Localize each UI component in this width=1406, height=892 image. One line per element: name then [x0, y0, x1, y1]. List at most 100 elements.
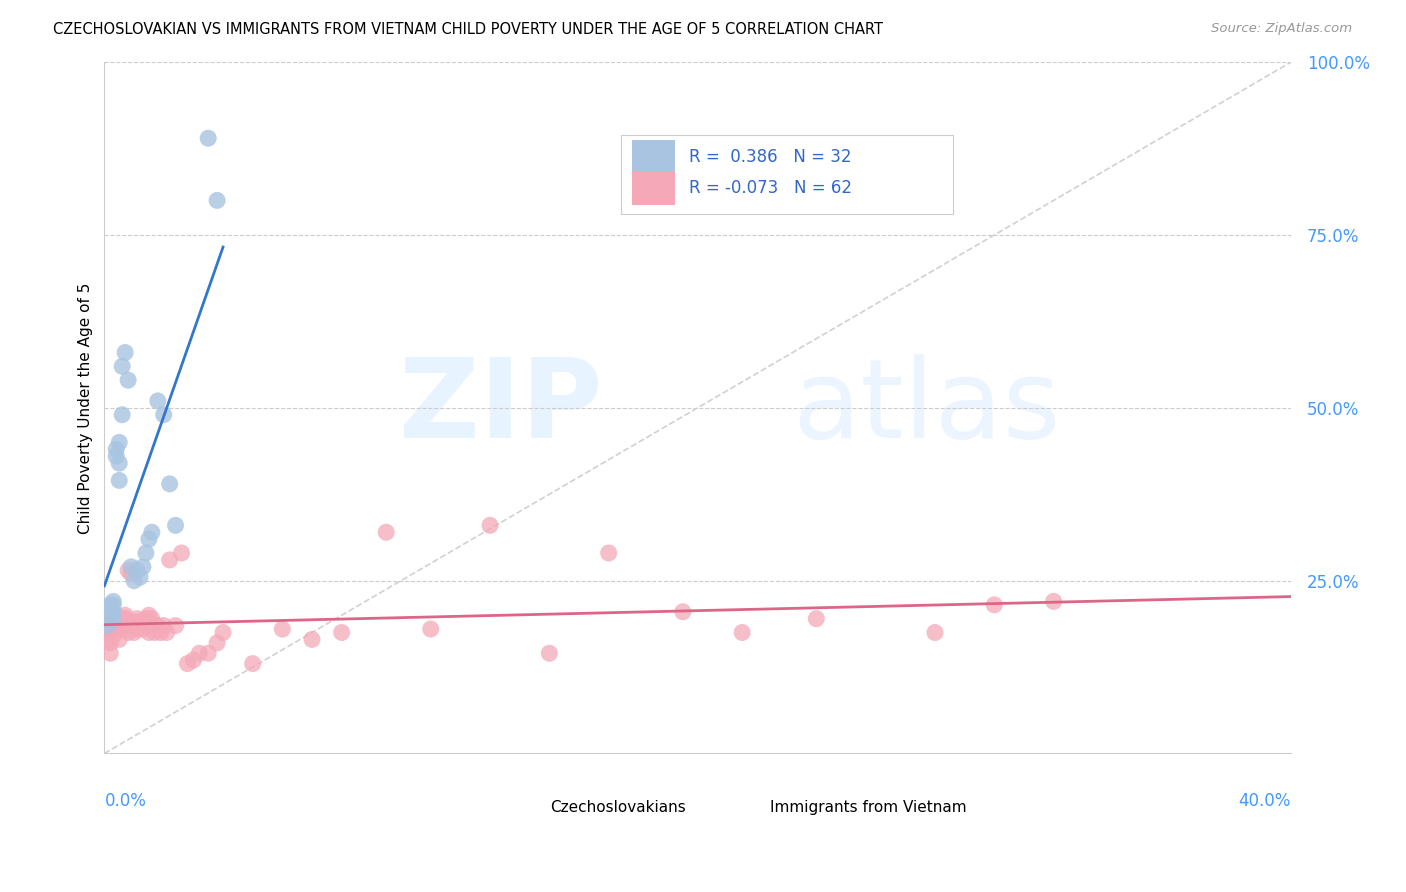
Text: CZECHOSLOVAKIAN VS IMMIGRANTS FROM VIETNAM CHILD POVERTY UNDER THE AGE OF 5 CORR: CZECHOSLOVAKIAN VS IMMIGRANTS FROM VIETN…: [53, 22, 883, 37]
Point: [98, 615, 121, 629]
Point: [117, 373, 139, 387]
Point: [598, 546, 620, 560]
Point: [117, 563, 139, 577]
Point: [129, 570, 152, 584]
Y-axis label: Child Poverty Under the Age of 5: Child Poverty Under the Age of 5: [79, 282, 93, 533]
Point: [138, 625, 160, 640]
Point: [672, 605, 695, 619]
Point: [114, 345, 136, 359]
Text: atlas: atlas: [793, 354, 1062, 461]
Point: [141, 618, 163, 632]
Point: [105, 608, 128, 623]
Point: [117, 625, 139, 640]
Point: [120, 618, 142, 632]
Point: [98, 598, 121, 612]
Text: 40.0%: 40.0%: [1239, 791, 1291, 810]
Text: 0.0%: 0.0%: [104, 791, 146, 810]
Point: [242, 657, 264, 671]
Point: [143, 625, 166, 640]
Point: [125, 612, 148, 626]
Text: Immigrants from Vietnam: Immigrants from Vietnam: [770, 800, 967, 815]
Point: [120, 566, 142, 581]
Point: [103, 612, 125, 626]
Point: [141, 612, 163, 626]
Point: [165, 618, 187, 632]
Point: [146, 393, 169, 408]
Point: [149, 625, 172, 640]
Point: [301, 632, 323, 647]
Point: [183, 653, 205, 667]
Text: R = -0.073   N = 62: R = -0.073 N = 62: [689, 179, 852, 197]
Point: [197, 646, 219, 660]
Point: [170, 546, 193, 560]
Point: [135, 546, 157, 560]
Point: [103, 629, 125, 643]
Point: [105, 449, 128, 463]
Point: [111, 408, 134, 422]
Point: [108, 435, 131, 450]
Point: [129, 618, 152, 632]
Point: [176, 657, 198, 671]
Point: [271, 622, 294, 636]
Point: [197, 131, 219, 145]
Point: [983, 598, 1005, 612]
Point: [212, 625, 235, 640]
Point: [806, 612, 828, 626]
Point: [135, 612, 157, 626]
Point: [103, 615, 125, 629]
Point: [125, 622, 148, 636]
Point: [114, 608, 136, 623]
Point: [330, 625, 353, 640]
Point: [152, 408, 174, 422]
Point: [98, 636, 121, 650]
Point: [96, 612, 118, 626]
Point: [103, 594, 125, 608]
Point: [924, 625, 946, 640]
Point: [205, 194, 228, 208]
Point: [538, 646, 561, 660]
Text: Czechoslovakians: Czechoslovakians: [551, 800, 686, 815]
Point: [479, 518, 502, 533]
Point: [105, 442, 128, 457]
Point: [108, 612, 131, 626]
Point: [122, 574, 145, 588]
Point: [138, 608, 160, 623]
Point: [141, 525, 163, 540]
Point: [105, 615, 128, 629]
FancyBboxPatch shape: [633, 171, 675, 205]
Point: [96, 618, 118, 632]
Text: ZIP: ZIP: [399, 354, 603, 461]
Point: [165, 518, 187, 533]
Point: [96, 632, 118, 647]
Point: [132, 622, 155, 636]
Point: [103, 605, 125, 619]
FancyBboxPatch shape: [620, 135, 953, 214]
Point: [132, 559, 155, 574]
Point: [114, 612, 136, 626]
Point: [111, 612, 134, 626]
Point: [159, 476, 181, 491]
Point: [108, 474, 131, 488]
Point: [108, 622, 131, 636]
Point: [114, 618, 136, 632]
Bar: [740, 794, 765, 822]
Text: Source: ZipAtlas.com: Source: ZipAtlas.com: [1212, 22, 1353, 36]
Point: [111, 359, 134, 374]
Point: [156, 625, 179, 640]
Point: [120, 559, 142, 574]
Point: [103, 598, 125, 612]
Point: [138, 532, 160, 546]
Point: [159, 553, 181, 567]
Point: [146, 618, 169, 632]
Point: [375, 525, 398, 540]
Point: [188, 646, 211, 660]
Point: [419, 622, 441, 636]
Point: [98, 608, 121, 623]
Point: [152, 618, 174, 632]
Point: [122, 615, 145, 629]
FancyBboxPatch shape: [633, 140, 675, 174]
Point: [98, 646, 121, 660]
Point: [125, 563, 148, 577]
Point: [108, 632, 131, 647]
Point: [205, 636, 228, 650]
